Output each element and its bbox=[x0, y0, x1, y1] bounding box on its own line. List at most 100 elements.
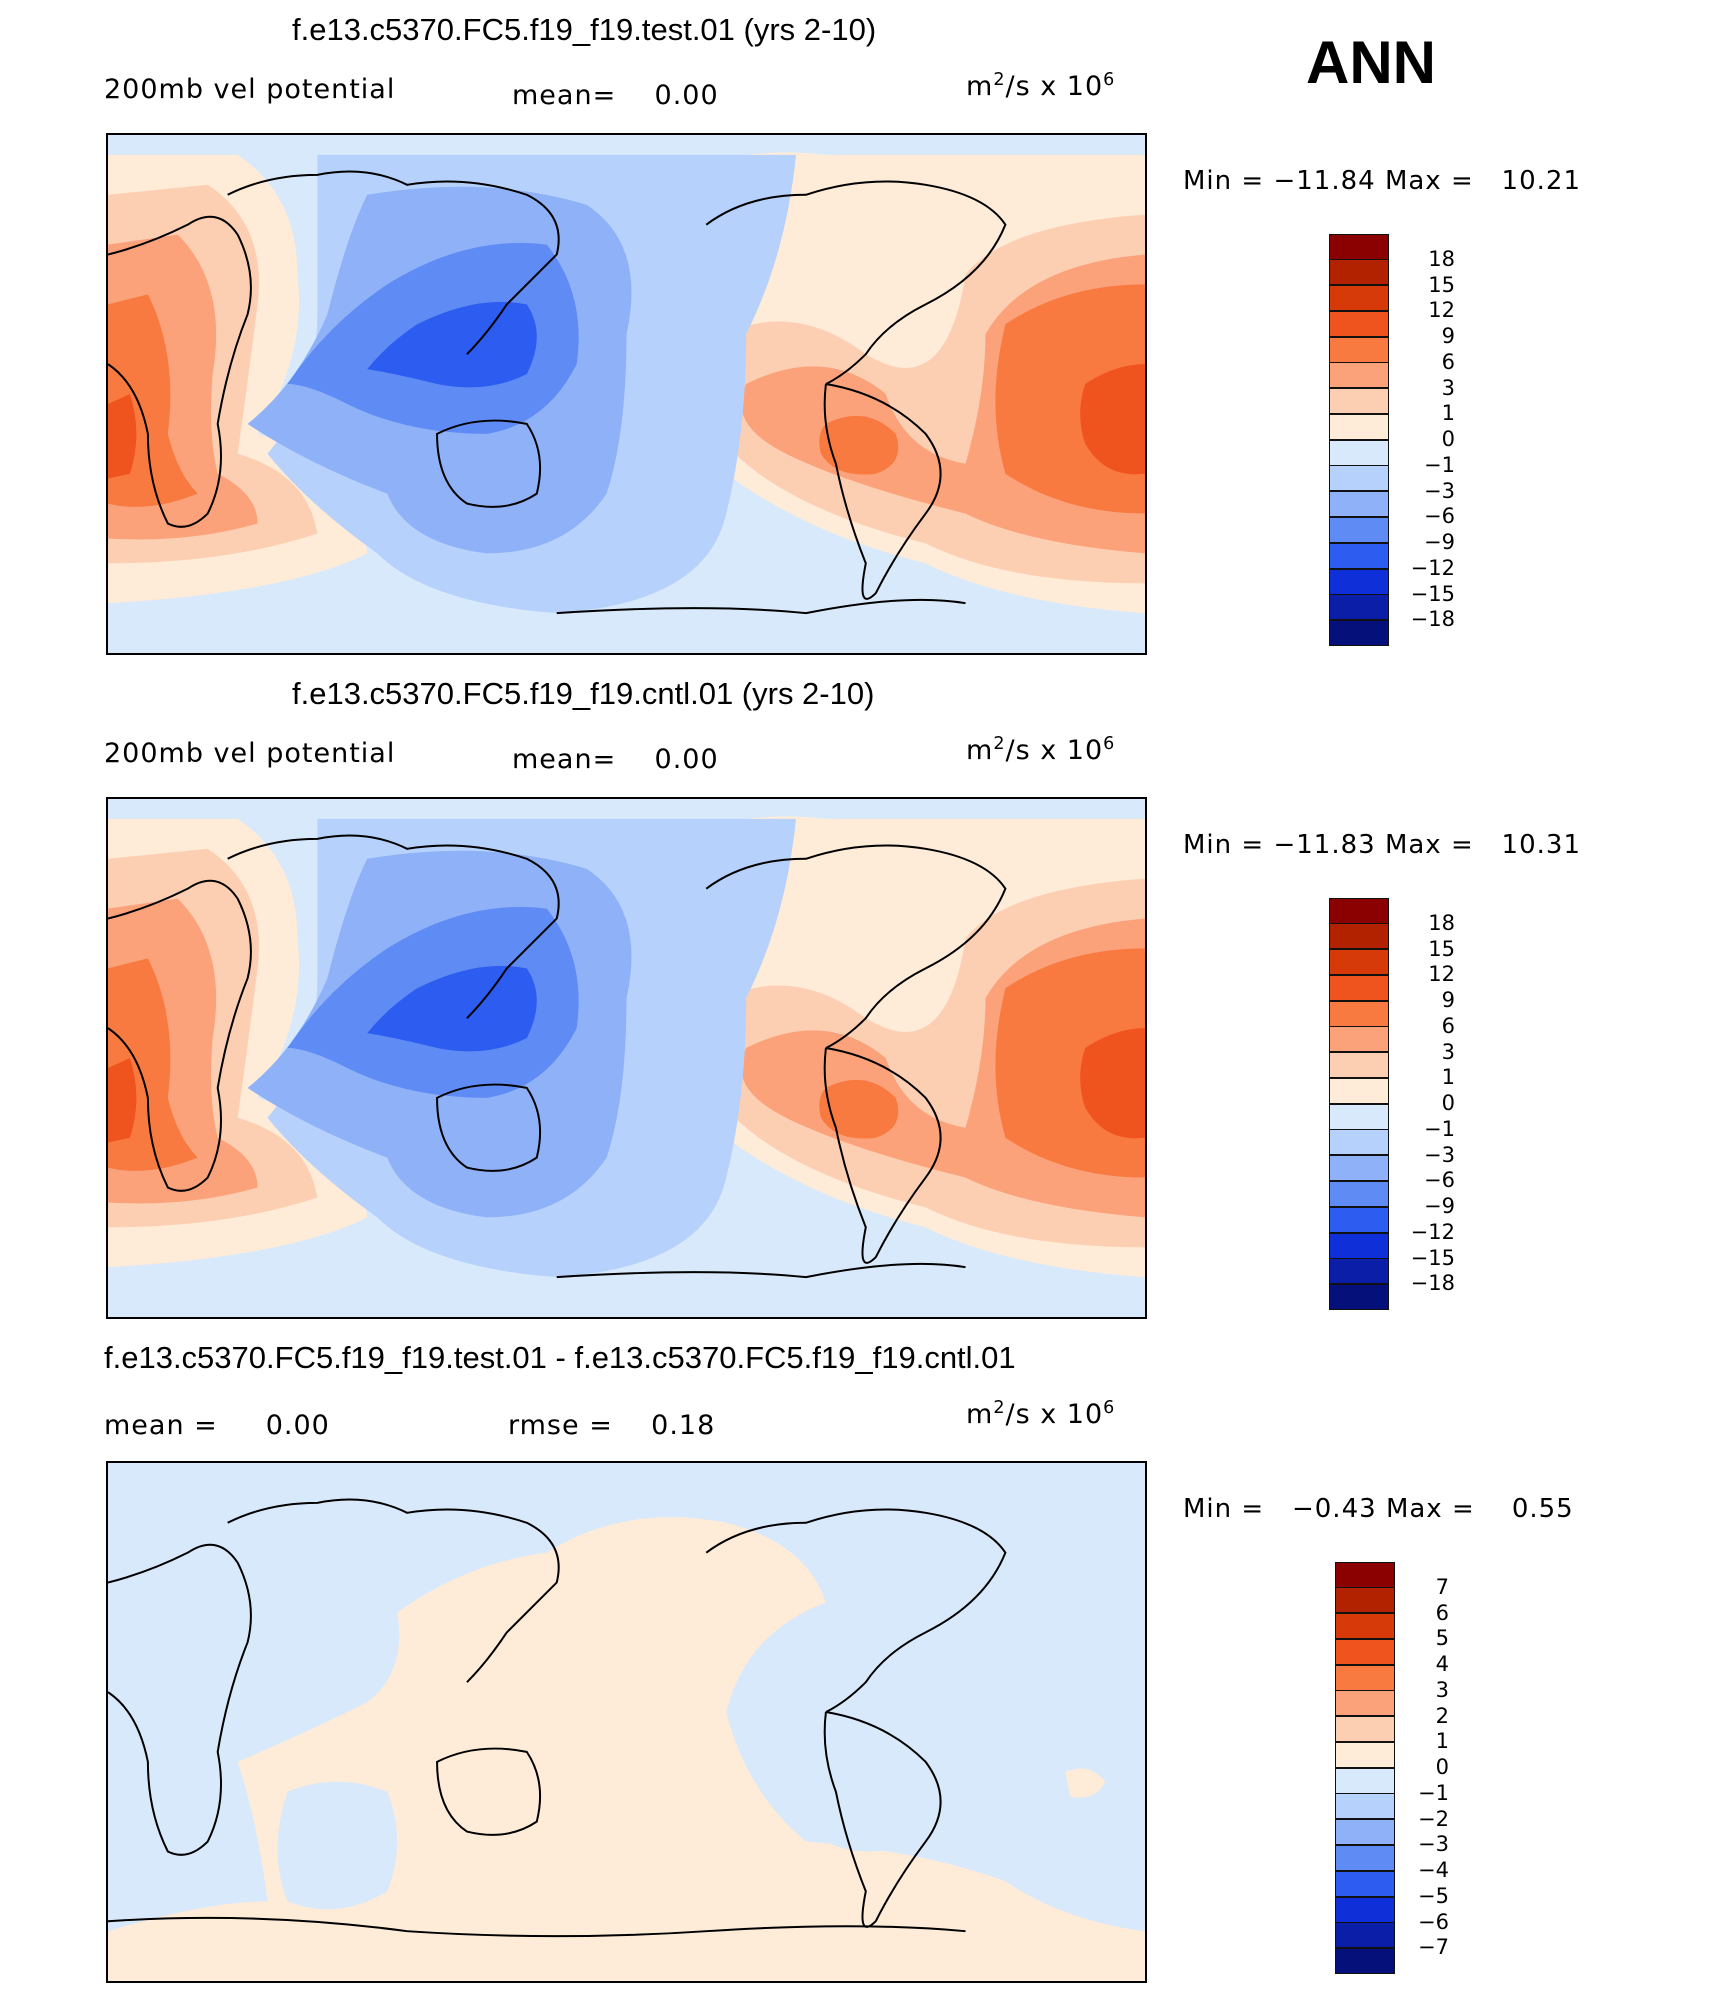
colorbar-swatch bbox=[1329, 388, 1389, 414]
panel1-min-max: Min = −11.84 Max = 10.21 bbox=[1183, 166, 1581, 196]
colorbar-tick-label: 7 bbox=[1435, 1575, 1449, 1599]
colorbar-swatch bbox=[1329, 949, 1389, 975]
panel2-min-max: Min = −11.83 Max = 10.31 bbox=[1183, 830, 1581, 860]
colorbar-swatch bbox=[1329, 259, 1389, 285]
colorbar-tick-label: 1 bbox=[1441, 1065, 1455, 1089]
colorbar-tick-label: 18 bbox=[1428, 911, 1455, 935]
colorbar-swatch bbox=[1335, 1922, 1395, 1948]
colorbar-swatch bbox=[1329, 491, 1389, 517]
colorbar-tick-label: 9 bbox=[1441, 324, 1455, 348]
colorbar-swatch bbox=[1329, 465, 1389, 491]
colorbar-swatch bbox=[1329, 898, 1389, 924]
colorbar-swatch bbox=[1329, 1026, 1389, 1052]
colorbar-swatch bbox=[1329, 285, 1389, 311]
colorbar-swatch bbox=[1335, 1587, 1395, 1613]
colorbar-tick-label: 3 bbox=[1441, 1040, 1455, 1064]
colorbar-tick-label: 2 bbox=[1435, 1704, 1449, 1728]
colorbar-tick-label: −1 bbox=[1424, 453, 1455, 477]
colorbar-swatch bbox=[1329, 923, 1389, 949]
panel3-rmse-value: 0.18 bbox=[651, 1410, 716, 1441]
colorbar-swatch bbox=[1329, 569, 1389, 595]
colorbar-tick-label: −4 bbox=[1418, 1858, 1449, 1882]
colorbar-tick-label: 3 bbox=[1441, 376, 1455, 400]
colorbar-swatch bbox=[1335, 1639, 1395, 1665]
colorbar-swatch bbox=[1335, 1819, 1395, 1845]
colorbar-swatch bbox=[1329, 440, 1389, 466]
colorbar-swatch bbox=[1335, 1871, 1395, 1897]
panel1-variable-label: 200mb vel potential bbox=[104, 74, 396, 105]
colorbar-swatch bbox=[1335, 1690, 1395, 1716]
colorbar-tick-label: −15 bbox=[1410, 582, 1455, 606]
colorbar-tick-label: 1 bbox=[1441, 401, 1455, 425]
colorbar-tick-label: −1 bbox=[1424, 1117, 1455, 1141]
colorbar-tick-label: 6 bbox=[1441, 350, 1455, 374]
colorbar-tick-label: 9 bbox=[1441, 988, 1455, 1012]
colorbar-swatch bbox=[1335, 1716, 1395, 1742]
panel3-mean-value: 0.00 bbox=[265, 1410, 330, 1441]
colorbar-swatch bbox=[1329, 311, 1389, 337]
panel1-mean-value: 0.00 bbox=[654, 80, 719, 111]
colorbar-tick-label: −7 bbox=[1418, 1935, 1449, 1959]
panel3-min-value: −0.43 bbox=[1291, 1494, 1377, 1524]
colorbar-swatch bbox=[1335, 1613, 1395, 1639]
panel2-mean-label: mean= 0.00 bbox=[512, 744, 719, 775]
panel3-colorbar: 7 6 5 4 3 2 1 0 −1 −2 −3 −4 −5 −6 −7 bbox=[1335, 1562, 1495, 1974]
colorbar-tick-label: −12 bbox=[1410, 1220, 1455, 1244]
colorbar-swatch bbox=[1335, 1562, 1395, 1588]
colorbar-tick-label: 5 bbox=[1435, 1626, 1449, 1650]
colorbar-tick-label: −12 bbox=[1410, 556, 1455, 580]
colorbar-swatch bbox=[1329, 1155, 1389, 1181]
colorbar-swatch bbox=[1329, 1284, 1389, 1310]
colorbar-tick-label: −1 bbox=[1418, 1781, 1449, 1805]
panel1-colorbar: 18 15 12 9 6 3 1 0 −1 −3 −6 −9 −12 −15 −… bbox=[1329, 234, 1489, 646]
colorbar-tick-label: −9 bbox=[1424, 1194, 1455, 1218]
colorbar-tick-label: 0 bbox=[1441, 1091, 1455, 1115]
panel1-max-value: 10.21 bbox=[1501, 166, 1581, 196]
colorbar-tick-label: −2 bbox=[1418, 1807, 1449, 1831]
colorbar-swatch bbox=[1329, 362, 1389, 388]
panel2-variable-label: 200mb vel potential bbox=[104, 738, 396, 769]
colorbar-tick-label: −6 bbox=[1424, 1168, 1455, 1192]
panel2-units: m2/s x 106 bbox=[966, 734, 1116, 766]
colorbar-tick-label: −6 bbox=[1418, 1910, 1449, 1934]
colorbar-swatch bbox=[1329, 517, 1389, 543]
colorbar-tick-label: 6 bbox=[1441, 1014, 1455, 1038]
colorbar-tick-label: −5 bbox=[1418, 1884, 1449, 1908]
panel1-map bbox=[106, 133, 1147, 655]
colorbar-tick-label: −18 bbox=[1410, 1271, 1455, 1295]
colorbar-tick-label: 12 bbox=[1428, 962, 1455, 986]
colorbar-swatch bbox=[1329, 594, 1389, 620]
colorbar-tick-label: 0 bbox=[1441, 427, 1455, 451]
panel3-rmse: rmse = 0.18 bbox=[508, 1410, 716, 1441]
colorbar-tick-label: 0 bbox=[1435, 1755, 1449, 1779]
colorbar-tick-label: 12 bbox=[1428, 298, 1455, 322]
colorbar-tick-label: 18 bbox=[1428, 247, 1455, 271]
panel2-colorbar: 18 15 12 9 6 3 1 0 −1 −3 −6 −9 −12 −15 −… bbox=[1329, 898, 1489, 1310]
colorbar-swatch bbox=[1329, 1233, 1389, 1259]
colorbar-tick-label: −9 bbox=[1424, 530, 1455, 554]
colorbar-tick-label: 4 bbox=[1435, 1652, 1449, 1676]
colorbar-tick-label: −15 bbox=[1410, 1246, 1455, 1270]
panel2-title: f.e13.c5370.FC5.f19_f19.cntl.01 (yrs 2-1… bbox=[292, 676, 875, 711]
colorbar-swatch bbox=[1329, 1052, 1389, 1078]
panel2-min-value: −11.83 bbox=[1273, 830, 1376, 860]
colorbar-swatch bbox=[1329, 337, 1389, 363]
colorbar-tick-label: −3 bbox=[1424, 1143, 1455, 1167]
panel3-mean: mean = 0.00 bbox=[104, 1410, 330, 1441]
colorbar-swatch bbox=[1329, 620, 1389, 646]
colorbar-tick-label: −3 bbox=[1424, 479, 1455, 503]
colorbar-swatch bbox=[1335, 1845, 1395, 1871]
colorbar-tick-label: 15 bbox=[1428, 937, 1455, 961]
colorbar-swatch bbox=[1329, 414, 1389, 440]
colorbar-swatch bbox=[1329, 1207, 1389, 1233]
colorbar-swatch bbox=[1329, 543, 1389, 569]
colorbar-tick-label: −3 bbox=[1418, 1832, 1449, 1856]
panel1-min-value: −11.84 bbox=[1273, 166, 1376, 196]
panel2-max-value: 10.31 bbox=[1501, 830, 1581, 860]
colorbar-swatch bbox=[1335, 1665, 1395, 1691]
colorbar-swatch bbox=[1329, 1129, 1389, 1155]
season-label: ANN bbox=[1306, 29, 1436, 96]
colorbar-tick-label: 6 bbox=[1435, 1601, 1449, 1625]
panel3-title: f.e13.c5370.FC5.f19_f19.test.01 - f.e13.… bbox=[104, 1340, 1016, 1375]
colorbar-swatch bbox=[1335, 1768, 1395, 1794]
